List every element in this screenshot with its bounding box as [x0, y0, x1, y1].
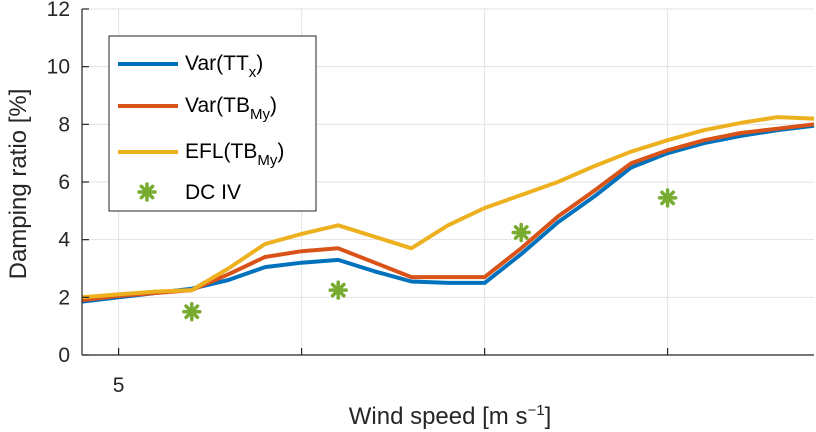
- legend-label-var-tbmy: Var(TBMy): [185, 94, 277, 123]
- tick-labels: 5 0 2 4 6 8 10 12: [47, 0, 125, 397]
- legend: Var(TTx) Var(TBMy) EFL(TBMy) DC IV: [108, 35, 317, 212]
- dc-iv-marker-1-ray-7: [336, 282, 346, 292]
- legend-label-var-ttx: Var(TTx): [185, 52, 263, 81]
- y-tick-label-5: 10: [47, 56, 70, 79]
- y-axis-label: Damping ratio [%]: [5, 89, 32, 280]
- legend-dc-iv-star: [137, 182, 157, 202]
- dc-iv-marker-2: [511, 222, 531, 243]
- legend-label-dc-iv: DC IV: [185, 181, 241, 204]
- dc-iv-marker-0: [182, 302, 202, 322]
- series-line-2: [81, 115, 815, 300]
- dc-iv-marker-3-ray-7: [665, 190, 676, 200]
- legend-dc-iv-star-ray-7: [145, 184, 155, 194]
- axes: [81, 8, 814, 356]
- y-tick-label-3: 6: [58, 171, 70, 194]
- x-axis-label: Wind speed [m s−1]: [349, 402, 552, 430]
- y-tick-label-1: 2: [58, 286, 70, 309]
- y-tick-label-6: 12: [47, 0, 70, 21]
- dc-iv-marker-0-ray-7: [190, 304, 200, 314]
- y-tick-label-4: 8: [58, 113, 70, 136]
- dc-iv-marker-3: [657, 188, 678, 208]
- dc-iv-marker-1: [328, 280, 348, 300]
- legend-label-efl-tbmy: EFL(TBMy): [185, 140, 284, 169]
- y-tick-label-2: 4: [58, 229, 70, 252]
- dc-iv-marker-2-ray-7: [519, 225, 529, 235]
- y-tick-label-0: 0: [58, 344, 70, 367]
- series-lines: [81, 115, 815, 304]
- x-tick-label-0: 5: [113, 374, 125, 397]
- dc-iv-markers: [182, 188, 678, 322]
- legend-swatch-dc-iv: [137, 182, 157, 202]
